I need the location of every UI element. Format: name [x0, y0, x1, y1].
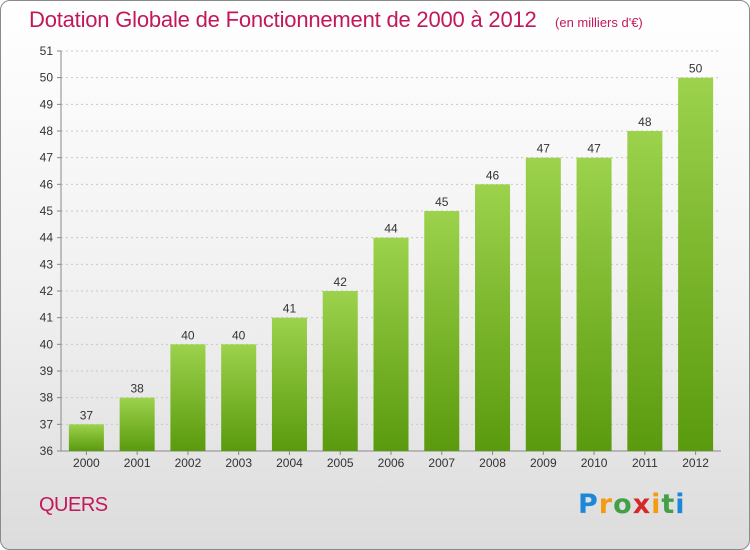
logo-letter: o [613, 489, 633, 520]
logo-letter: t [661, 489, 676, 520]
bar-2002 [170, 344, 206, 451]
y-tick-label: 50 [40, 71, 54, 85]
y-tick-label: 44 [40, 231, 54, 245]
bar-2008 [475, 184, 511, 452]
y-tick-label: 42 [40, 284, 54, 298]
data-label-2000: 37 [80, 408, 94, 422]
bar-2011 [627, 131, 663, 451]
data-label-2006: 44 [384, 222, 398, 236]
data-label-2001: 38 [130, 382, 144, 396]
chart-header: Dotation Globale de Fonctionnement de 20… [29, 7, 643, 33]
data-label-2011: 48 [638, 115, 652, 129]
logo-letter: i [651, 489, 662, 520]
data-label-2005: 42 [334, 275, 348, 289]
logo-letter: r [598, 489, 614, 520]
y-tick-label: 51 [40, 44, 54, 58]
bar-2006 [373, 237, 409, 451]
x-tick-label-2000: 2000 [73, 456, 100, 470]
x-tick-label-2004: 2004 [276, 456, 303, 470]
y-tick-label: 41 [40, 311, 54, 325]
y-tick-label: 36 [40, 444, 54, 458]
data-label-2007: 45 [435, 195, 449, 209]
x-tick-label-2012: 2012 [682, 456, 709, 470]
bar-2009 [525, 157, 561, 451]
data-labels: 37 38 40 40 41 42 44 45 46 47 47 48 50 [80, 62, 703, 423]
logo-letter: P [578, 489, 599, 520]
x-tick-labels: 2000 2001 2002 2003 2004 2005 2006 2007 2008 2009… [73, 456, 709, 470]
bar-2010 [576, 157, 612, 451]
y-tick-label: 40 [40, 337, 54, 351]
x-tick-label-2005: 2005 [327, 456, 354, 470]
y-tick-label: 39 [40, 364, 54, 378]
y-tick-label: 47 [40, 151, 54, 165]
x-tick-label-2003: 2003 [225, 456, 252, 470]
x-tick-label-2001: 2001 [124, 456, 151, 470]
proxiti-logo[interactable]: Proxiti [578, 489, 686, 520]
x-tick-label-2010: 2010 [581, 456, 608, 470]
y-tick-label: 46 [40, 177, 54, 191]
x-tick-label-2008: 2008 [479, 456, 506, 470]
x-tick-label-2006: 2006 [378, 456, 405, 470]
bar-2001 [119, 397, 155, 451]
x-tick-label-2009: 2009 [530, 456, 557, 470]
chart-unit: (en milliers d'€) [555, 15, 643, 30]
logo-letter: x [632, 489, 652, 520]
y-tick-label: 45 [40, 204, 54, 218]
data-label-2009: 47 [537, 142, 551, 156]
y-tick-label: 49 [40, 97, 54, 111]
chart-title: Dotation Globale de Fonctionnement de 20… [29, 7, 537, 32]
x-tick-label-2011: 2011 [632, 456, 658, 470]
y-tick-label: 43 [40, 257, 54, 271]
bar-2005 [322, 291, 358, 451]
y-tick-label: 48 [40, 124, 54, 138]
x-tick-label-2007: 2007 [428, 456, 455, 470]
bar-2000 [68, 424, 104, 451]
bar-2004 [271, 317, 307, 451]
y-tick-label: 38 [40, 391, 54, 405]
bar-2007 [424, 211, 460, 451]
data-label-2002: 40 [181, 328, 195, 342]
y-tick-label: 37 [40, 417, 54, 431]
data-label-2012: 50 [689, 62, 703, 76]
x-tick-label-2002: 2002 [175, 456, 202, 470]
data-label-2004: 41 [283, 302, 297, 316]
bar-2003 [221, 344, 257, 451]
data-label-2003: 40 [232, 328, 246, 342]
data-label-2010: 47 [587, 142, 601, 156]
logo-letter: i [675, 489, 686, 520]
commune-name: QUERS [39, 494, 108, 516]
y-tick-labels: 36 37 38 39 40 41 42 43 44 45 46 47 48 49 50 51 [40, 44, 54, 458]
bars [68, 77, 714, 452]
bar-2012 [678, 77, 714, 452]
data-label-2008: 46 [486, 168, 500, 182]
